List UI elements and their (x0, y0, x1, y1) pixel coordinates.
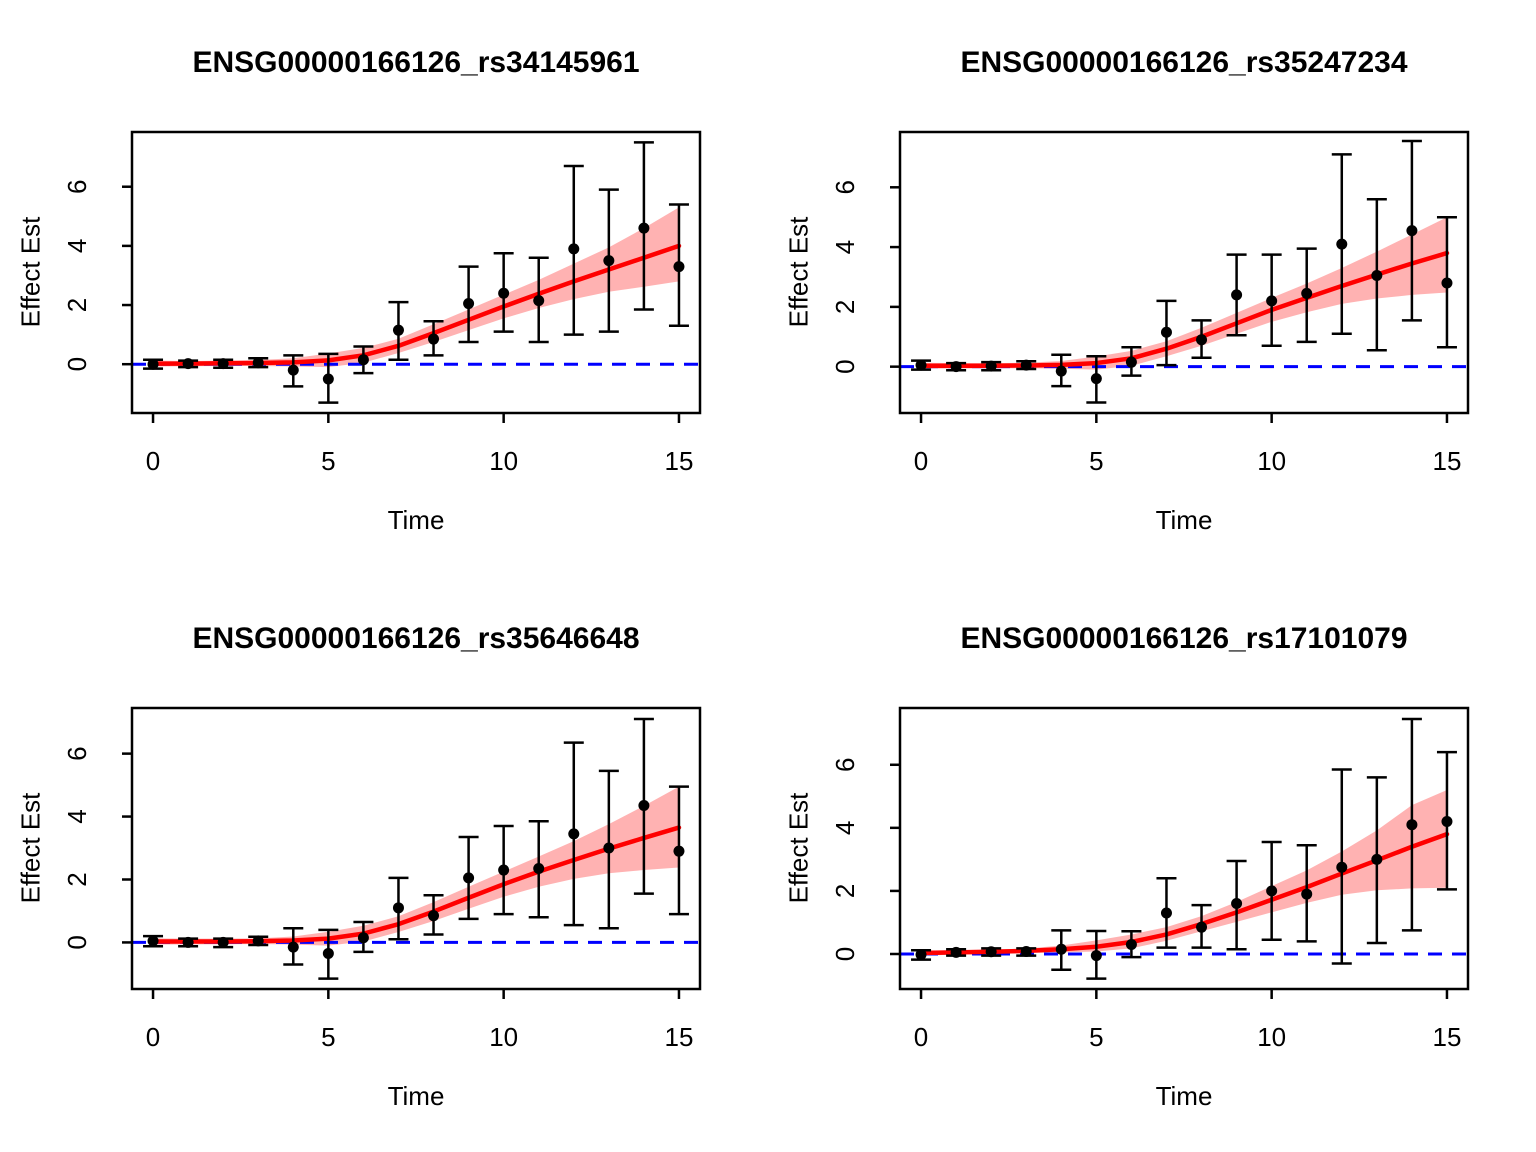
svg-text:2: 2 (830, 300, 860, 314)
svg-text:0: 0 (62, 357, 92, 371)
chart-title: ENSG00000166126_rs17101079 (960, 622, 1408, 655)
svg-text:0: 0 (914, 446, 928, 476)
svg-text:2: 2 (830, 884, 860, 898)
svg-text:6: 6 (830, 758, 860, 772)
svg-text:0: 0 (830, 947, 860, 961)
plot-area: 0 5 10 15 0 2 4 6 (830, 130, 1470, 476)
svg-text:0: 0 (146, 446, 160, 476)
svg-text:5: 5 (321, 446, 335, 476)
chart-title: ENSG00000166126_rs34145961 (192, 46, 640, 79)
svg-text:15: 15 (665, 1022, 694, 1052)
svg-text:0: 0 (830, 359, 860, 373)
svg-text:10: 10 (1257, 446, 1286, 476)
x-axis-label: Time (1155, 1081, 1213, 1111)
svg-text:0: 0 (62, 935, 92, 949)
svg-text:10: 10 (489, 446, 518, 476)
svg-text:4: 4 (62, 239, 92, 253)
svg-text:10: 10 (1257, 1022, 1286, 1052)
chart-title: ENSG00000166126_rs35247234 (960, 46, 1408, 79)
chart-title: ENSG00000166126_rs35646648 (192, 622, 640, 655)
svg-text:4: 4 (62, 809, 92, 823)
svg-text:2: 2 (62, 872, 92, 886)
svg-text:4: 4 (830, 240, 860, 254)
svg-text:5: 5 (321, 1022, 335, 1052)
svg-text:0: 0 (146, 1022, 160, 1052)
x-axis-label: Time (387, 505, 445, 535)
svg-text:5: 5 (1089, 446, 1103, 476)
x-axis-label: Time (387, 1081, 445, 1111)
svg-text:6: 6 (62, 179, 92, 193)
svg-text:0: 0 (914, 1022, 928, 1052)
svg-text:6: 6 (62, 746, 92, 760)
svg-text:4: 4 (830, 821, 860, 835)
plot-area: 0 5 10 15 0 2 4 6 (62, 130, 702, 476)
svg-text:6: 6 (830, 180, 860, 194)
plot-area: 0 5 10 15 0 2 4 6 (830, 706, 1470, 1052)
svg-text:15: 15 (665, 446, 694, 476)
svg-text:10: 10 (489, 1022, 518, 1052)
x-axis-label: Time (1155, 505, 1213, 535)
plot-area: 0 5 10 15 0 2 4 6 (62, 706, 702, 1052)
svg-text:2: 2 (62, 298, 92, 312)
svg-text:5: 5 (1089, 1022, 1103, 1052)
svg-text:15: 15 (1433, 1022, 1462, 1052)
svg-text:15: 15 (1433, 446, 1462, 476)
